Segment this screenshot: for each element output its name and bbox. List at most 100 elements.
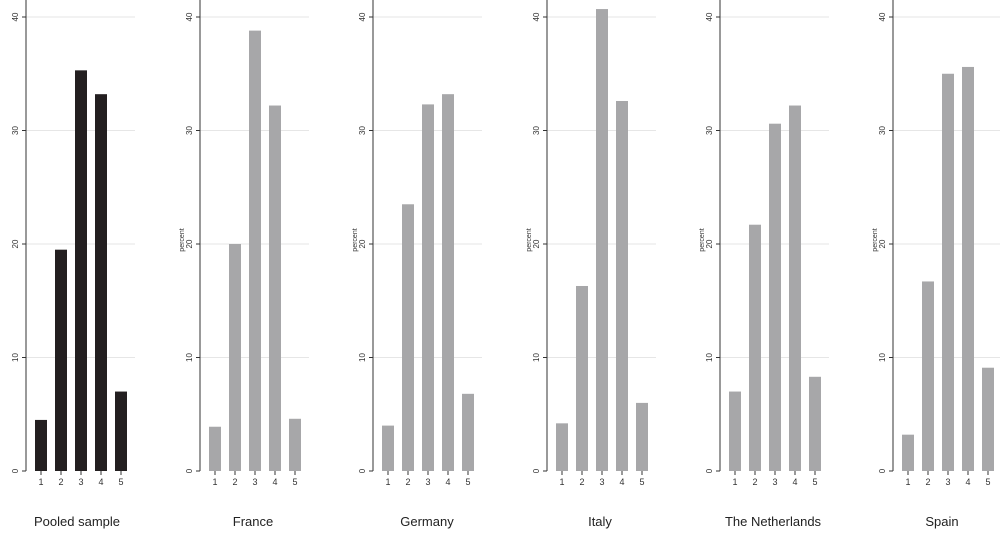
y-tick-label: 0 — [705, 468, 714, 473]
x-tick-label: 2 — [232, 477, 237, 487]
y-tick-label: 10 — [532, 353, 541, 362]
y-tick-label: 20 — [358, 239, 367, 248]
x-tick-label: 1 — [385, 477, 390, 487]
bar — [749, 224, 761, 471]
bar — [962, 66, 974, 471]
y-tick-label: 40 — [185, 12, 194, 21]
y-tick-label: 0 — [185, 468, 194, 473]
bar — [75, 70, 87, 471]
x-tick-label: 2 — [752, 477, 757, 487]
y-axis-label: percent — [352, 228, 359, 251]
y-tick-label: 30 — [705, 126, 714, 135]
y-tick-label: 30 — [358, 126, 367, 135]
bar — [556, 423, 568, 471]
bar — [382, 425, 394, 471]
x-tick-label: 5 — [118, 477, 123, 487]
panel-title-germany: Germany — [400, 514, 454, 529]
x-tick-label: 5 — [985, 477, 990, 487]
y-axis-label: percent — [179, 228, 186, 251]
panel-title-spain: Spain — [925, 514, 959, 529]
bar — [442, 94, 454, 472]
x-tick-label: 2 — [925, 477, 930, 487]
bar — [729, 391, 741, 471]
x-tick-label: 4 — [792, 477, 797, 487]
bar — [209, 426, 221, 471]
x-tick-label: 5 — [292, 477, 297, 487]
x-tick-label: 4 — [619, 477, 624, 487]
y-axis-label: percent — [699, 228, 706, 251]
panel-title-pooled-sample: Pooled sample — [34, 514, 120, 529]
y-tick-label: 40 — [532, 12, 541, 21]
y-tick-label: 10 — [705, 353, 714, 362]
bar — [95, 94, 107, 472]
bar — [942, 73, 954, 471]
y-axis-label: percent — [526, 228, 533, 251]
x-tick-label: 2 — [405, 477, 410, 487]
x-tick-label: 1 — [212, 477, 217, 487]
bar — [462, 393, 474, 471]
x-tick-label: 3 — [599, 477, 604, 487]
x-tick-label: 1 — [38, 477, 43, 487]
y-tick-label: 30 — [878, 126, 887, 135]
y-tick-label: 0 — [878, 468, 887, 473]
y-tick-label: 30 — [532, 126, 541, 135]
panel-title-france: France — [232, 514, 274, 529]
y-tick-label: 10 — [878, 353, 887, 362]
y-tick-label: 20 — [705, 239, 714, 248]
y-tick-label: 0 — [358, 468, 367, 473]
bar — [422, 104, 434, 472]
y-tick-label: 40 — [705, 12, 714, 21]
bar — [289, 418, 301, 471]
bar — [809, 376, 821, 471]
bar — [402, 204, 414, 471]
x-tick-label: 3 — [772, 477, 777, 487]
x-tick-label: 5 — [639, 477, 644, 487]
x-tick-label: 5 — [465, 477, 470, 487]
panel-title-the-netherlands: The Netherlands — [724, 514, 822, 529]
x-tick-label: 1 — [559, 477, 564, 487]
bar — [115, 391, 127, 471]
y-axis-label: percent — [872, 228, 879, 251]
bar — [902, 434, 914, 471]
y-tick-label: 10 — [185, 353, 194, 362]
x-tick-label: 4 — [965, 477, 970, 487]
bar — [596, 9, 608, 472]
x-tick-label: 4 — [98, 477, 103, 487]
bar — [922, 281, 934, 471]
y-tick-label: 30 — [185, 126, 194, 135]
bar — [229, 244, 241, 471]
y-tick-label: 40 — [878, 12, 887, 21]
x-tick-label: 5 — [812, 477, 817, 487]
y-tick-label: 0 — [532, 468, 541, 473]
x-tick-label: 1 — [732, 477, 737, 487]
y-tick-label: 20 — [532, 239, 541, 248]
y-tick-label: 40 — [11, 12, 20, 21]
bar — [35, 419, 47, 471]
x-tick-label: 3 — [252, 477, 257, 487]
y-tick-label: 20 — [185, 239, 194, 248]
x-tick-label: 3 — [425, 477, 430, 487]
y-tick-label: 10 — [358, 353, 367, 362]
bar — [55, 249, 67, 471]
y-tick-label: 0 — [11, 468, 20, 473]
bar — [616, 100, 628, 472]
x-tick-label: 3 — [945, 477, 950, 487]
y-tick-label: 20 — [878, 239, 887, 248]
y-tick-label: 10 — [11, 353, 20, 362]
bar — [576, 285, 588, 471]
x-tick-label: 4 — [445, 477, 450, 487]
x-tick-label: 3 — [78, 477, 83, 487]
x-tick-label: 2 — [58, 477, 63, 487]
panel-title-italy: Italy — [588, 514, 612, 529]
x-tick-label: 4 — [272, 477, 277, 487]
bar — [249, 30, 261, 472]
x-tick-label: 1 — [905, 477, 910, 487]
bar — [769, 123, 781, 471]
bar — [636, 402, 648, 471]
x-tick-label: 2 — [579, 477, 584, 487]
bar — [789, 105, 801, 471]
bar — [982, 367, 994, 471]
y-tick-label: 40 — [358, 12, 367, 21]
bar — [269, 105, 281, 471]
